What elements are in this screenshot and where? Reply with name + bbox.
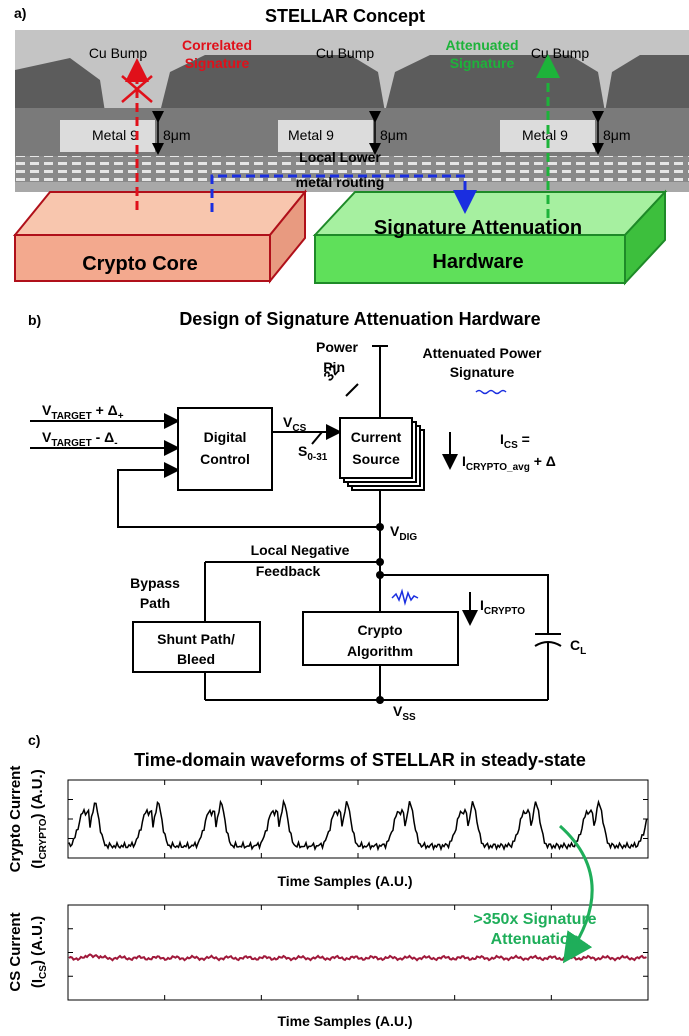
bypass-label: Path: [140, 595, 170, 611]
text-part: (I: [29, 860, 46, 869]
subscript: SS: [402, 712, 416, 723]
subscript: DIG: [399, 532, 417, 543]
hardware-label: Signature Attenuation: [374, 217, 582, 239]
y-axis-label: CS Current: [7, 912, 24, 991]
panel-label: c): [28, 732, 40, 748]
subscript: +: [118, 411, 124, 422]
x-axis-label: Time Samples (A.U.): [277, 1013, 412, 1029]
text-part: =: [518, 431, 530, 447]
subscript: -: [114, 438, 117, 449]
text-part: C: [570, 637, 580, 653]
thickness-label: 8μm: [380, 127, 408, 143]
i-cs-label: ICS =: [500, 431, 530, 451]
cu-bump-label: Cu Bump: [531, 45, 590, 61]
subscript: 0-31: [307, 452, 327, 463]
digital-control-label: Control: [200, 451, 250, 467]
thickness-label: 8μm: [603, 127, 631, 143]
v-target-minus: VTARGET - Δ-: [42, 429, 118, 449]
attenuated-power-label: Attenuated Power: [422, 345, 542, 361]
y-axis-label: (ICRYPTO) (A.U.): [29, 769, 49, 868]
current-source-label: Source: [352, 451, 400, 467]
feedback-label: Local Negative: [251, 542, 350, 558]
panel-title: Design of Signature Attenuation Hardware: [179, 309, 540, 329]
correlated-label: Signature: [185, 55, 250, 71]
subscript: L: [580, 646, 586, 657]
text-part: - Δ: [92, 429, 115, 445]
crypto-waveform: [69, 801, 647, 849]
cu-bump-label: Cu Bump: [316, 45, 375, 61]
attenuation-label: >350x Signature: [473, 911, 596, 928]
text-part: S: [298, 443, 307, 459]
y-axis-label: Crypto Current: [7, 766, 24, 873]
i-crypto-label: ICRYPTO: [480, 597, 525, 617]
attenuated-power-label: Signature: [450, 364, 515, 380]
i-crypto-avg-label: ICRYPTO_avg + Δ: [462, 453, 556, 473]
s-bus-label: S0-31: [298, 443, 328, 463]
crypto-algorithm-label: Crypto: [357, 622, 402, 638]
shunt-label: Shunt Path/: [157, 631, 235, 647]
figure: a) STELLAR Concept Cu Bump Cu Bump Cu Bu…: [0, 0, 689, 1036]
panel-label: a): [14, 5, 26, 21]
attenuated-label: Signature: [450, 55, 515, 71]
shunt-label: Bleed: [177, 651, 215, 667]
thickness-label: 8μm: [163, 127, 191, 143]
attenuation-label: Attenuation: [491, 931, 580, 948]
text-part: (I: [29, 979, 46, 988]
metal-label: Metal 9: [522, 127, 568, 143]
bypass-label: Bypass: [130, 575, 180, 591]
subscript: CRYPTO: [484, 606, 525, 617]
current-source-label: Current: [351, 429, 402, 445]
text-part: ) (A.U.): [29, 916, 46, 965]
text-part: + Δ: [530, 453, 556, 469]
metal-label: Metal 9: [92, 127, 138, 143]
power-pin-label: Power: [316, 339, 359, 355]
attenuated-label: Attenuated: [445, 37, 518, 53]
routing-label: Local Lower: [299, 149, 381, 165]
crypto-core-label: Crypto Core: [82, 253, 198, 275]
cs-waveform: [69, 954, 647, 960]
panel-title: STELLAR Concept: [265, 6, 425, 26]
panel-label: b): [28, 312, 41, 328]
hardware-label: Hardware: [432, 251, 523, 273]
digital-control-box: [178, 408, 272, 490]
text-part: + Δ: [92, 402, 118, 418]
x-axis-label: Time Samples (A.U.): [277, 873, 412, 889]
v-dig-label: VDIG: [390, 523, 417, 543]
subscript: CS: [504, 440, 518, 451]
v-target-plus: VTARGET + Δ+: [42, 402, 124, 422]
feedback-label: Feedback: [256, 563, 321, 579]
subscript: CS: [38, 965, 49, 979]
panel-title: Time-domain waveforms of STELLAR in stea…: [134, 750, 586, 770]
metal-label: Metal 9: [288, 127, 334, 143]
circuit-wires: [30, 346, 561, 704]
subscript: CS: [292, 423, 306, 434]
correlated-label: Correlated: [182, 37, 252, 53]
y-axis-label: (ICS) (A.U.): [29, 916, 49, 988]
v-ss-label: VSS: [393, 703, 416, 723]
subscript: CRYPTO_avg: [466, 462, 530, 473]
cu-bump-label: Cu Bump: [89, 45, 148, 61]
digital-control-label: Digital: [204, 429, 247, 445]
text-part: ) (A.U.): [29, 769, 46, 818]
subscript: TARGET: [51, 438, 91, 449]
c-l-label: CL: [570, 637, 586, 657]
subscript: CRYPTO: [38, 818, 49, 859]
crypto-algorithm-label: Algorithm: [347, 643, 413, 659]
subscript: TARGET: [51, 411, 91, 422]
